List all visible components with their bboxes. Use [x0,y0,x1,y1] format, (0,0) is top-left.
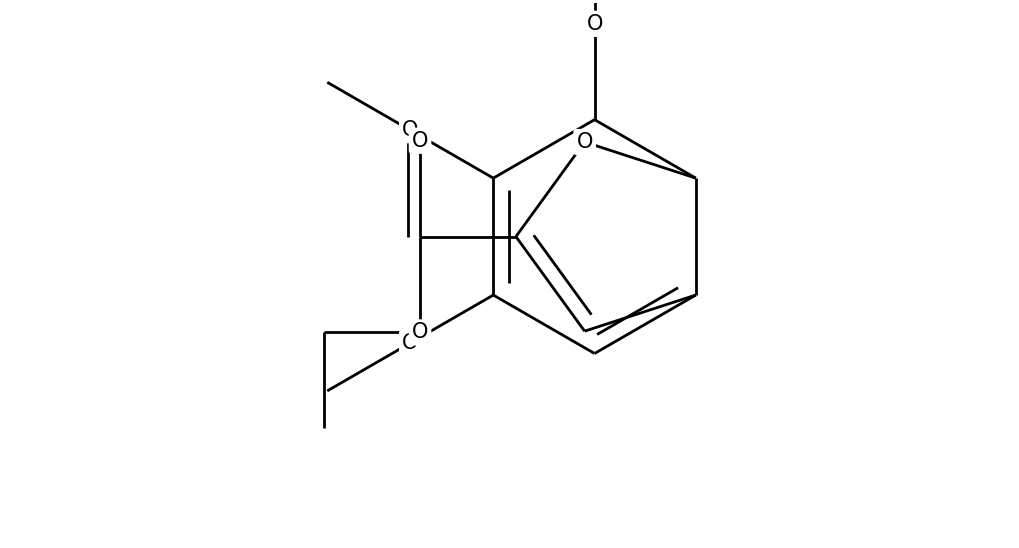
Text: O: O [586,14,602,34]
Text: O: O [412,322,428,342]
Text: O: O [412,131,428,151]
Text: O: O [401,333,418,353]
Text: O: O [401,120,418,140]
Text: O: O [576,132,592,152]
